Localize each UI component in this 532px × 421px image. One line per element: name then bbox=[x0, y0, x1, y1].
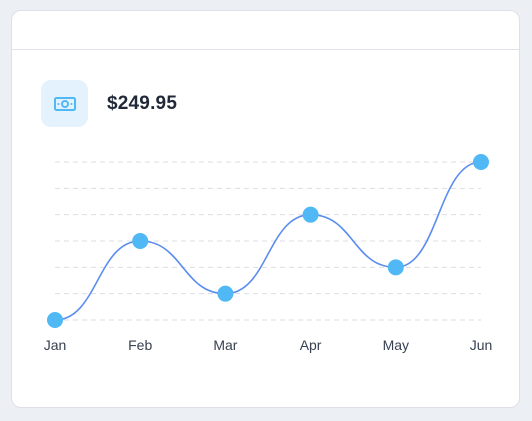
grid-lines bbox=[55, 161, 481, 321]
x-tick-label: Feb bbox=[128, 337, 152, 353]
card-header bbox=[12, 11, 519, 50]
x-tick-label: Apr bbox=[300, 337, 322, 353]
cash-icon bbox=[53, 96, 76, 111]
data-point-jun[interactable] bbox=[473, 154, 489, 170]
chart-card: $249.95 Jan Feb Mar Apr May Jun bbox=[11, 10, 520, 408]
amount-value: $249.95 bbox=[107, 92, 178, 114]
x-tick-label: Jan bbox=[44, 337, 67, 353]
line-chart: Jan Feb Mar Apr May Jun bbox=[44, 154, 493, 353]
data-point-apr[interactable] bbox=[302, 206, 319, 223]
data-point-feb[interactable] bbox=[132, 233, 149, 249]
x-tick-label: Mar bbox=[213, 337, 237, 353]
series-line bbox=[54, 161, 482, 321]
x-axis-labels: Jan Feb Mar Apr May Jun bbox=[44, 337, 493, 353]
x-tick-label: Jun bbox=[470, 337, 493, 353]
stat-summary: $249.95 bbox=[41, 80, 177, 127]
cash-icon-tile bbox=[41, 80, 88, 127]
data-point-jan[interactable] bbox=[47, 312, 63, 328]
data-points bbox=[47, 154, 489, 328]
data-point-mar[interactable] bbox=[217, 285, 234, 302]
data-point-may[interactable] bbox=[387, 259, 404, 276]
x-tick-label: May bbox=[383, 337, 409, 353]
